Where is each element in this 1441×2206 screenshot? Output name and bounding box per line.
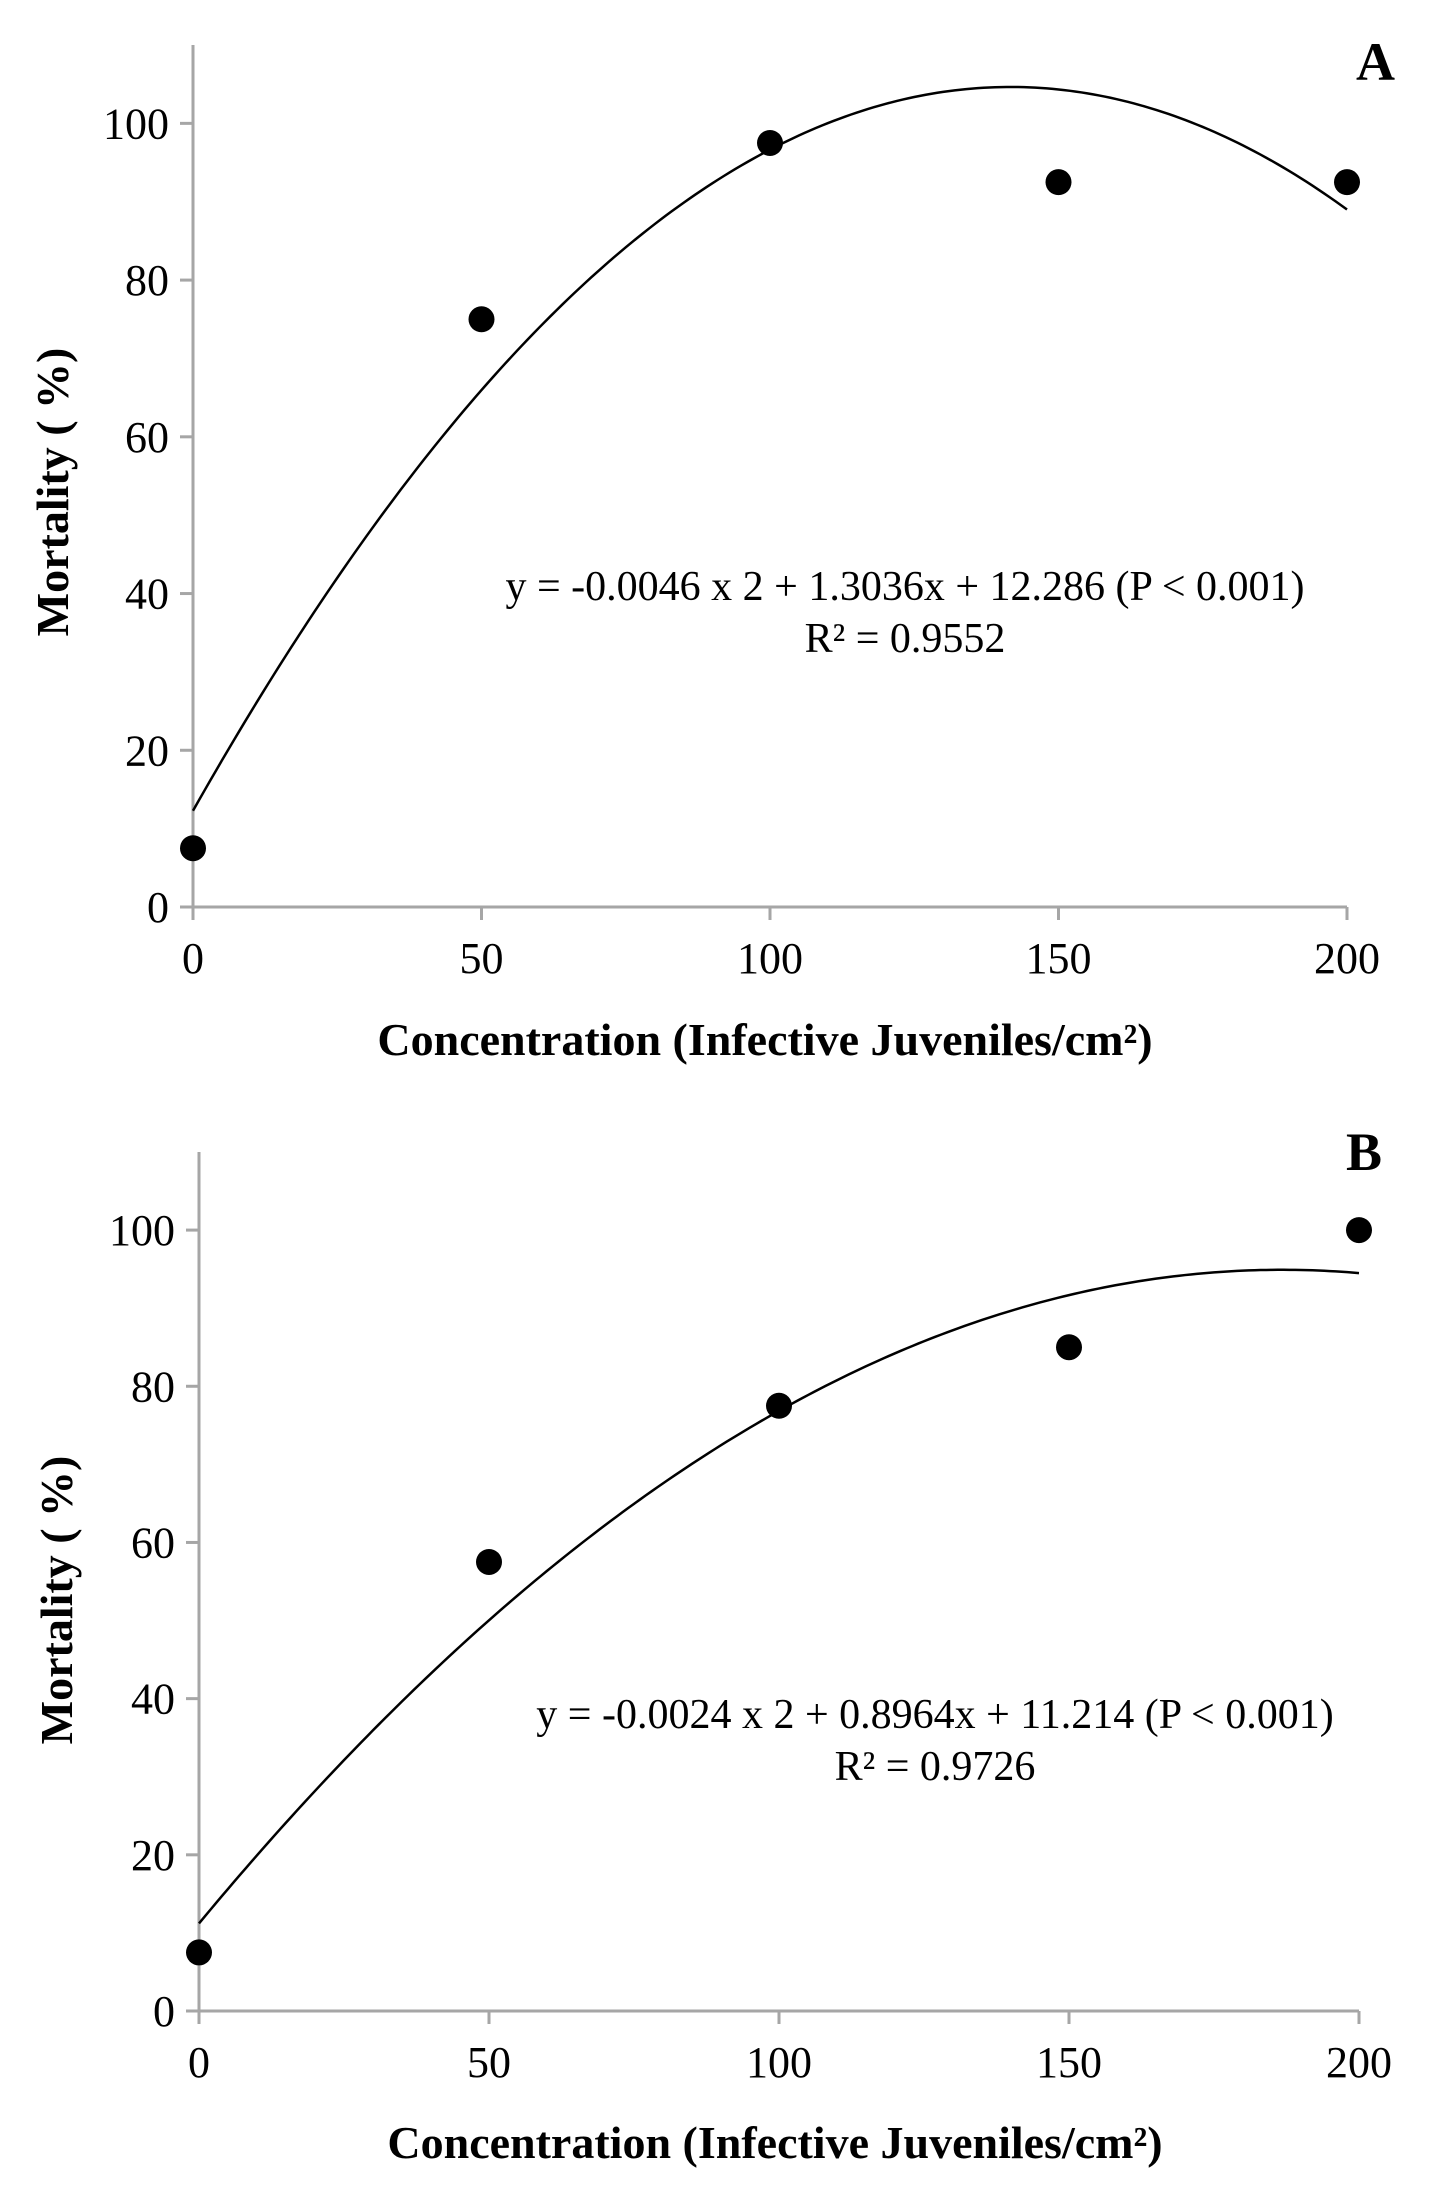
panel-b-fit-curve (198, 1268, 1360, 1925)
panel-b-data-point (766, 1392, 792, 1419)
panel-b-marks: 0 50 100 150 200 0 20 40 60 80 100 (109, 1152, 1392, 2087)
panel-b-letter: B (1346, 1122, 1382, 1182)
panel-b-y-axis-title: Mortality ( %) (31, 1456, 82, 1745)
panel-b-y-tick-label: 60 (131, 1518, 175, 1567)
panel-a-x-tick-label: 50 (460, 934, 504, 983)
panel-b-x-tick-label: 100 (746, 2038, 812, 2087)
panel-b-r2: R² = 0.9726 (835, 1744, 1036, 1790)
panel-b-y-tick-label: 100 (109, 1206, 175, 1255)
panel-b-x-tick-label: 200 (1326, 2038, 1392, 2087)
panel-a-x-tick-label: 0 (182, 934, 204, 983)
panel-a-y-tick-label: 20 (125, 726, 169, 775)
panel-a-y-axis-title: Mortality ( %) (27, 348, 78, 637)
panel-b-y-tick-label: 40 (131, 1675, 175, 1724)
panel-a-x-tick-label: 200 (1314, 934, 1380, 983)
panel-a-x-tick-label: 150 (1026, 934, 1092, 983)
panel-b-x-tick-label: 150 (1036, 2038, 1102, 2087)
panel-a-equation: y = -0.0046 x 2 + 1.3036x + 12.286 (P < … (505, 564, 1304, 610)
panel-a-data-point (1334, 169, 1360, 196)
panel-a-x-tick-label: 100 (737, 934, 803, 983)
panel-a-data-point (468, 306, 495, 333)
panel-b-data-point (186, 1939, 212, 1966)
panel-a-data-point (180, 835, 206, 862)
panel-b-y-tick-label: 20 (131, 1831, 175, 1880)
panel-a-data-point (757, 129, 783, 156)
panel-b-y-tick-label: 0 (153, 1987, 175, 2036)
panel-a-data-point (1045, 169, 1072, 196)
panel-a-x-axis-title: Concentration (Infective Juveniles/cm²) (377, 1014, 1152, 1065)
panel-a-y-tick-label: 0 (147, 883, 169, 932)
panel-b-data-point (1056, 1334, 1082, 1361)
panel-b-data-point (1346, 1217, 1372, 1244)
panel-a-fit-curve (191, 85, 1348, 812)
panel-a-y-tick-label: 100 (103, 99, 169, 148)
panel-b-x-tick-label: 0 (188, 2038, 210, 2087)
panel-a: 0 50 100 150 200 0 20 40 60 80 100 A y = -0.0046 x… (27, 32, 1395, 1065)
panel-b-y-tick-label: 80 (131, 1362, 175, 1411)
panel-b-data-point (476, 1548, 502, 1575)
panel-b: 0 50 100 150 200 0 20 40 60 80 100 B y = -0.0024 x… (31, 1122, 1392, 2168)
panel-a-y-tick-label: 80 (125, 256, 169, 305)
panel-a-marks: 0 50 100 150 200 0 20 40 60 80 100 (103, 45, 1380, 983)
panel-a-y-tick-label: 60 (125, 413, 169, 462)
panel-b-equation: y = -0.0024 x 2 + 0.8964x + 11.214 (P < … (536, 1692, 1333, 1738)
panel-b-x-axis-title: Concentration (Infective Juveniles/cm²) (387, 2117, 1162, 2168)
panel-b-x-tick-label: 50 (467, 2038, 511, 2087)
panel-a-letter: A (1356, 32, 1395, 92)
panel-a-r2: R² = 0.9552 (805, 616, 1006, 662)
panel-a-y-tick-label: 40 (125, 570, 169, 619)
